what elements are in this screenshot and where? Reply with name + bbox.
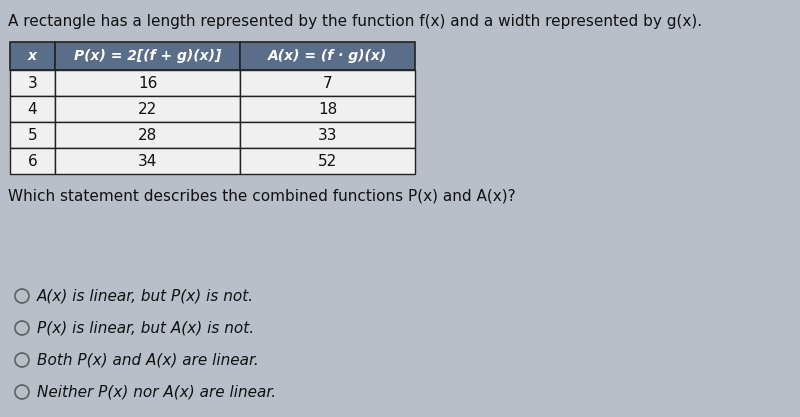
Bar (10, 148, 55, 174)
Bar (10, 96, 55, 122)
Text: Both P(x) and A(x) are linear.: Both P(x) and A(x) are linear. (37, 352, 258, 367)
Text: 34: 34 (138, 153, 157, 168)
Bar (55, 148, 240, 174)
Text: A(x) = (f · g)(x): A(x) = (f · g)(x) (268, 49, 387, 63)
Bar (240, 70, 415, 96)
Text: x: x (28, 49, 37, 63)
Text: Which statement describes the combined functions P(x) and A(x)?: Which statement describes the combined f… (8, 188, 516, 203)
Bar (240, 42, 415, 70)
Text: 22: 22 (138, 101, 157, 116)
Text: A(x) is linear, but P(x) is not.: A(x) is linear, but P(x) is not. (37, 289, 254, 304)
Bar (10, 122, 55, 148)
Bar (55, 42, 240, 70)
Bar (10, 42, 55, 70)
Bar (240, 148, 415, 174)
Bar (55, 96, 240, 122)
Text: 3: 3 (28, 75, 38, 90)
Bar (10, 70, 55, 96)
Text: 28: 28 (138, 128, 157, 143)
Bar (55, 70, 240, 96)
Bar (240, 122, 415, 148)
Text: P(x) = 2[(f + g)(x)]: P(x) = 2[(f + g)(x)] (74, 49, 221, 63)
Text: P(x) is linear, but A(x) is not.: P(x) is linear, but A(x) is not. (37, 321, 254, 336)
Bar (240, 96, 415, 122)
Text: 18: 18 (318, 101, 337, 116)
Text: A rectangle has a length represented by the function f(x) and a width represente: A rectangle has a length represented by … (8, 14, 702, 29)
Text: 7: 7 (322, 75, 332, 90)
Text: 33: 33 (318, 128, 338, 143)
Text: 5: 5 (28, 128, 38, 143)
Text: 16: 16 (138, 75, 157, 90)
Text: Neither P(x) nor A(x) are linear.: Neither P(x) nor A(x) are linear. (37, 384, 276, 399)
Bar (55, 122, 240, 148)
Text: 6: 6 (28, 153, 38, 168)
Text: 52: 52 (318, 153, 337, 168)
Text: 4: 4 (28, 101, 38, 116)
